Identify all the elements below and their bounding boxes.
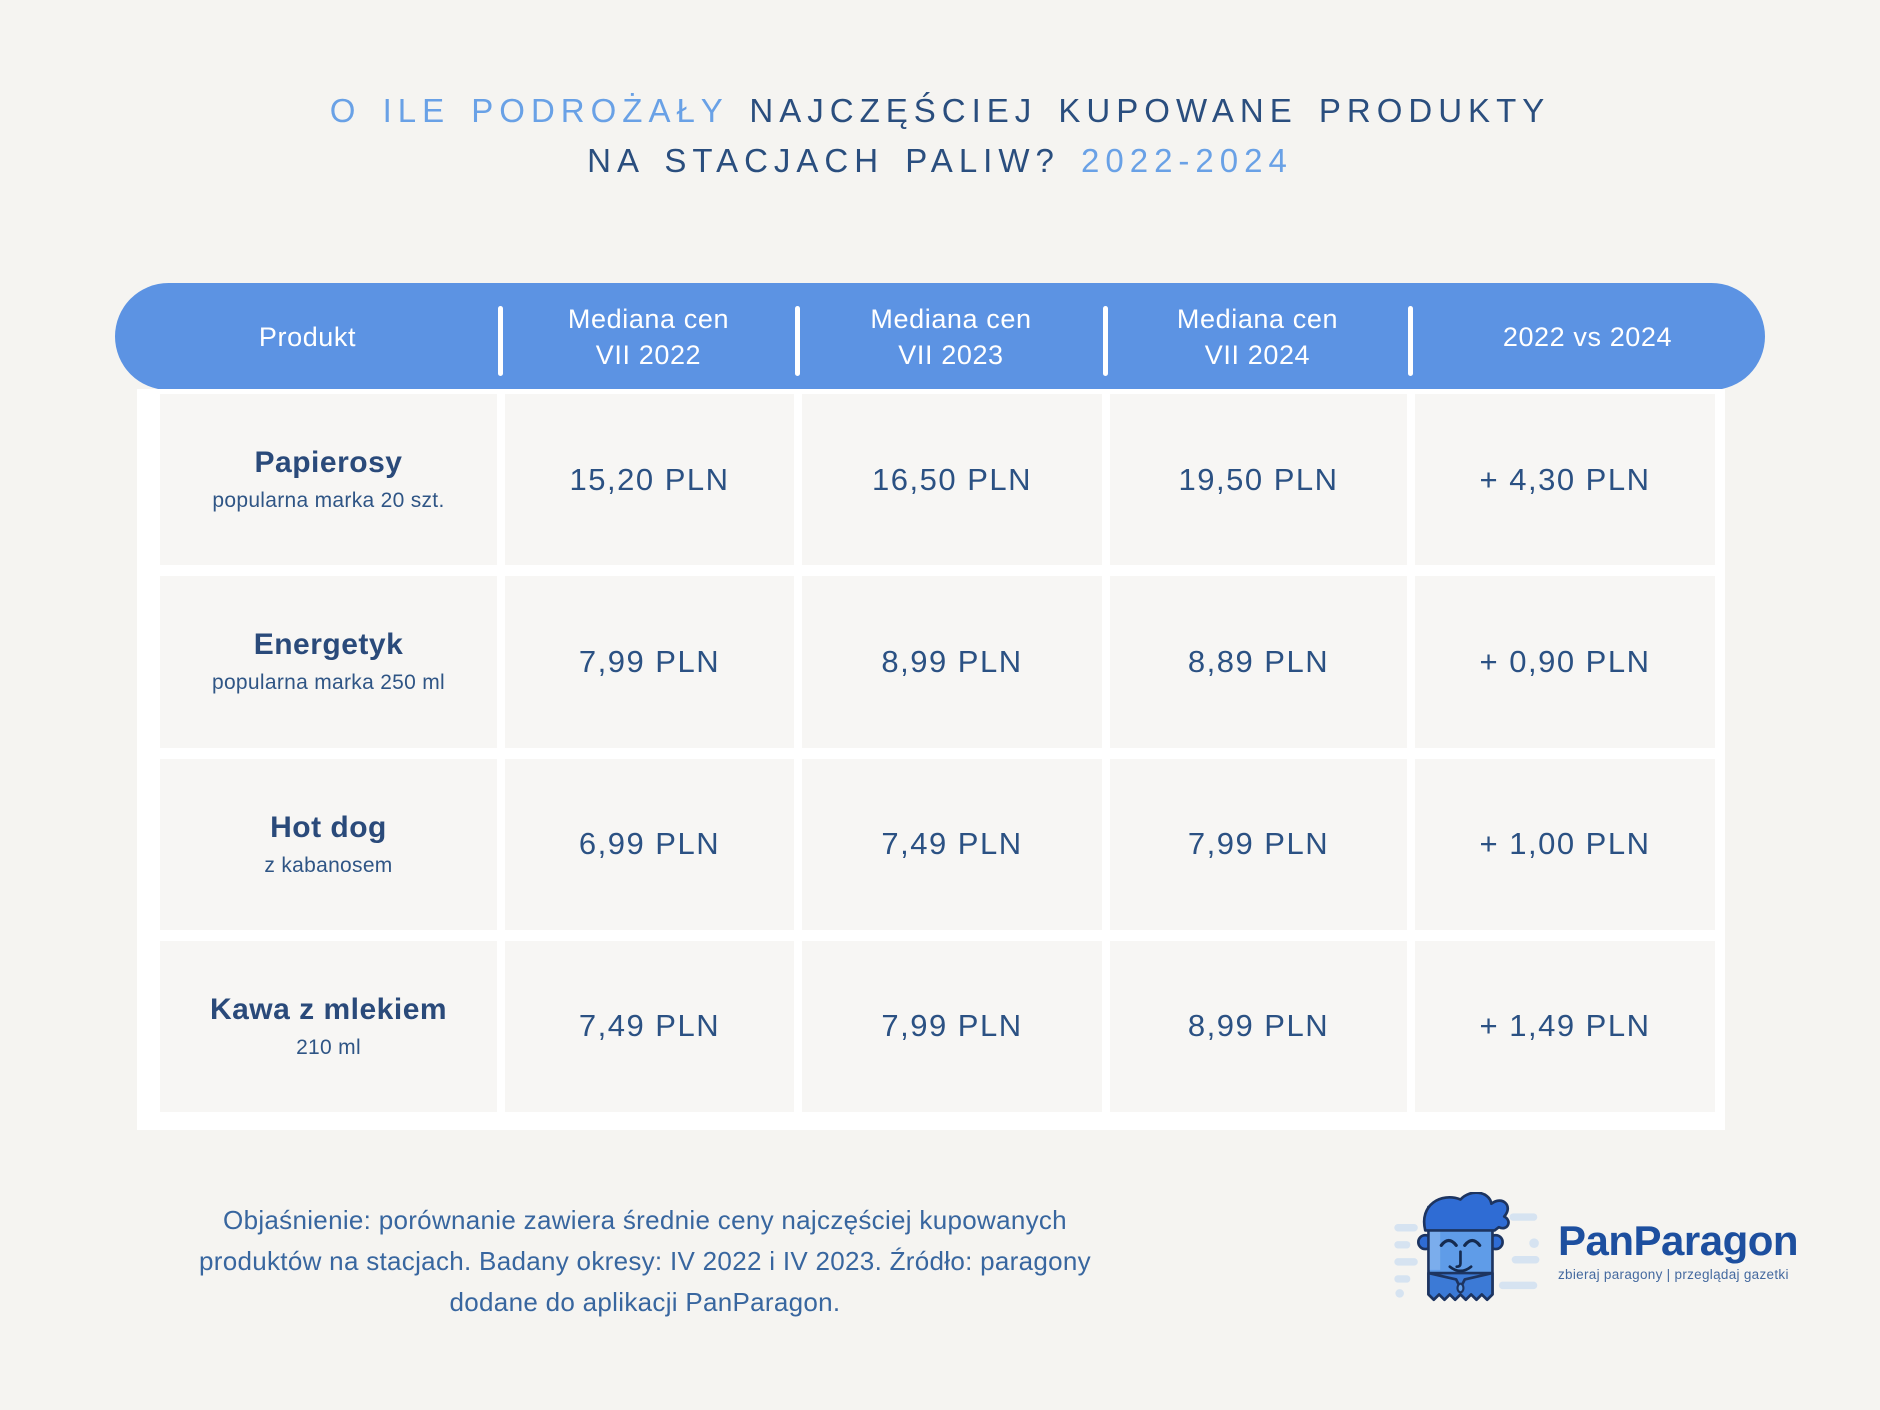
product-cell: Energetyk popularna marka 250 ml xyxy=(160,576,497,748)
panparagon-mascot-icon xyxy=(1394,1192,1540,1302)
logo-wordmark: PanParagon xyxy=(1558,1217,1799,1264)
header-mediana-2022: Mediana cen VII 2022 xyxy=(567,303,730,370)
diff-cell: + 1,49 PLN xyxy=(1415,940,1715,1112)
product-cell: Papierosy popularna marka 20 szt. xyxy=(160,394,497,566)
price-cell-2024: 19,50 PLN xyxy=(1110,394,1407,566)
product-detail: popularna marka 20 szt. xyxy=(212,489,445,513)
price-cell-2024: 7,99 PLN xyxy=(1110,758,1407,930)
price-cell-2023: 16,50 PLN xyxy=(802,394,1102,566)
price-cell-2023: 8,99 PLN xyxy=(802,576,1102,748)
diff-cell: + 4,30 PLN xyxy=(1415,394,1715,566)
diff-cell: + 0,90 PLN xyxy=(1415,576,1715,748)
panparagon-logo: PanParagon zbieraj paragony | przeglądaj… xyxy=(1394,1192,1799,1304)
price-cell-2023: 7,49 PLN xyxy=(802,758,1102,930)
title-highlight-1: O ILE PODROŻAŁY xyxy=(329,92,729,129)
product-name: Hot dog xyxy=(270,810,387,844)
header-divider xyxy=(1408,306,1413,376)
price-cell-2022: 15,20 PLN xyxy=(505,394,794,566)
table-header-row: Produkt Mediana cen VII 2022 Mediana cen… xyxy=(115,283,1765,390)
product-name: Papierosy xyxy=(254,446,403,480)
price-table: Papierosy popularna marka 20 szt. 15,20 … xyxy=(137,389,1725,1130)
footnote-line: Objaśnienie: porównanie zawiera średnie … xyxy=(223,1205,1067,1235)
header-2022-vs-2024: 2022 vs 2024 xyxy=(1502,321,1673,352)
price-cell-2022: 6,99 PLN xyxy=(505,758,794,930)
product-cell: Hot dog z kabanosem xyxy=(160,758,497,930)
title-line-1: O ILE PODROŻAŁY NAJCZĘŚCIEJ KUPOWANE PRO… xyxy=(0,86,1880,136)
logo-text: PanParagon zbieraj paragony | przeglądaj… xyxy=(1558,1217,1799,1283)
footnote: Objaśnienie: porównanie zawiera średnie … xyxy=(80,1200,1210,1323)
price-cell-2022: 7,99 PLN xyxy=(505,576,794,748)
footnote-line: produktów na stacjach. Badany okresy: IV… xyxy=(199,1246,1091,1276)
header-produkt: Produkt xyxy=(258,321,357,352)
header-mediana-2024: Mediana cen VII 2024 xyxy=(1176,303,1339,370)
page-title: O ILE PODROŻAŁY NAJCZĘŚCIEJ KUPOWANE PRO… xyxy=(0,86,1880,186)
title-line-2: NA STACJACH PALIW? 2022-2024 xyxy=(0,136,1880,186)
logo-tagline: zbieraj paragony | przeglądaj gazetki xyxy=(1558,1267,1789,1282)
header-divider xyxy=(795,306,800,376)
title-main-1: NAJCZĘŚCIEJ KUPOWANE PRODUKTY xyxy=(749,92,1551,129)
product-name: Energetyk xyxy=(253,628,404,662)
title-highlight-2: 2022-2024 xyxy=(1081,142,1293,179)
price-cell-2024: 8,99 PLN xyxy=(1110,940,1407,1112)
footnote-line: dodane do aplikacji PanParagon. xyxy=(449,1287,841,1317)
diff-cell: + 1,00 PLN xyxy=(1415,758,1715,930)
product-name: Kawa z mlekiem xyxy=(209,992,448,1026)
header-divider xyxy=(1103,306,1108,376)
product-cell: Kawa z mlekiem 210 ml xyxy=(160,940,497,1112)
price-cell-2023: 7,99 PLN xyxy=(802,940,1102,1112)
product-detail: z kabanosem xyxy=(264,853,393,877)
header-divider xyxy=(498,306,503,376)
price-cell-2024: 8,89 PLN xyxy=(1110,576,1407,748)
product-detail: popularna marka 250 ml xyxy=(211,671,446,695)
title-main-2: NA STACJACH PALIW? xyxy=(587,142,1060,179)
price-cell-2022: 7,49 PLN xyxy=(505,940,794,1112)
header-mediana-2023: Mediana cen VII 2023 xyxy=(870,303,1032,370)
product-detail: 210 ml xyxy=(296,1035,361,1059)
